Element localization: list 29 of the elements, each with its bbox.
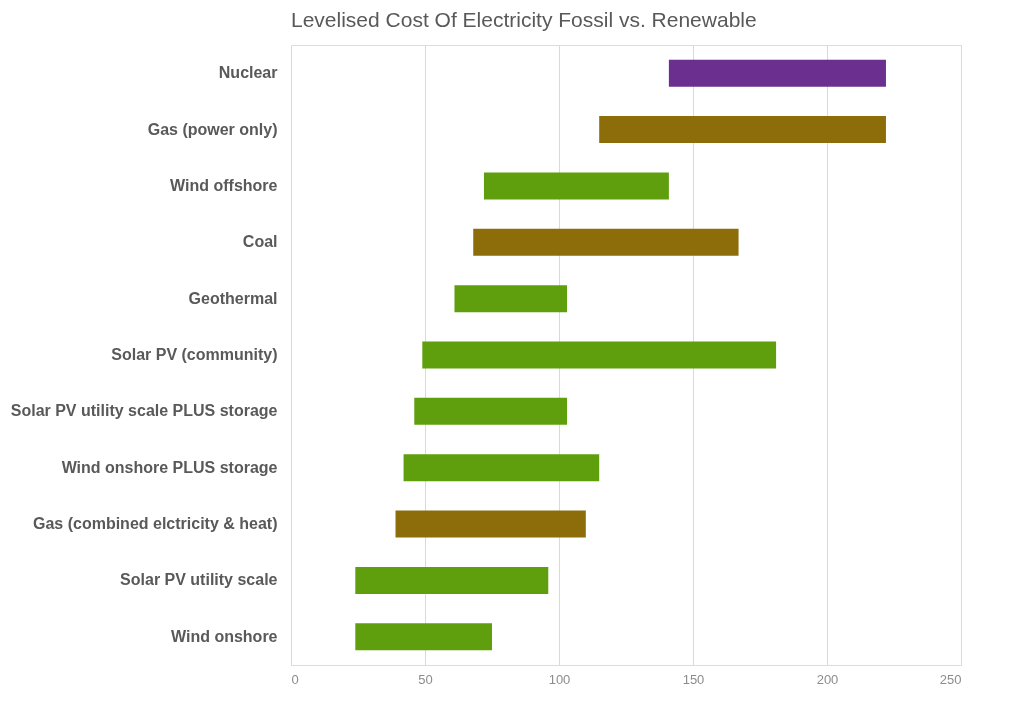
y-tick-label: Geothermal <box>188 289 278 307</box>
bar <box>403 454 600 482</box>
y-tick-label: Gas (power only) <box>147 120 278 138</box>
bar <box>483 172 669 200</box>
bar <box>599 116 886 144</box>
bar <box>422 341 777 369</box>
bar <box>668 59 886 87</box>
bar <box>355 623 492 651</box>
chart-title: Levelised Cost Of Electricity Fossil vs. Renewable <box>291 8 757 31</box>
y-tick-label: Nuclear <box>218 64 278 82</box>
x-tick-label: 50 <box>418 671 433 687</box>
y-tick-label: Wind onshore PLUS storage <box>61 458 278 476</box>
bar <box>473 228 739 256</box>
y-tick-label: Wind onshore <box>170 627 278 645</box>
x-tick-label: 250 <box>939 671 962 687</box>
bar <box>454 285 568 313</box>
y-tick-label: Wind offshore <box>170 176 278 194</box>
x-tick-label: 150 <box>682 671 705 687</box>
y-tick-label: Solar PV (community) <box>111 346 278 363</box>
y-tick-label: Coal <box>242 233 278 251</box>
bar <box>395 510 586 538</box>
x-tick-label: 0 <box>291 671 299 687</box>
x-tick-label: 200 <box>816 671 839 687</box>
bar <box>355 566 549 594</box>
y-tick-label: Solar PV utility scale PLUS storage <box>10 402 278 420</box>
y-tick-label: Gas (combined elctricity & heat) <box>32 515 278 533</box>
bar <box>414 397 568 425</box>
x-tick-label: 100 <box>548 671 571 687</box>
y-tick-label: Solar PV utility scale <box>120 571 278 589</box>
